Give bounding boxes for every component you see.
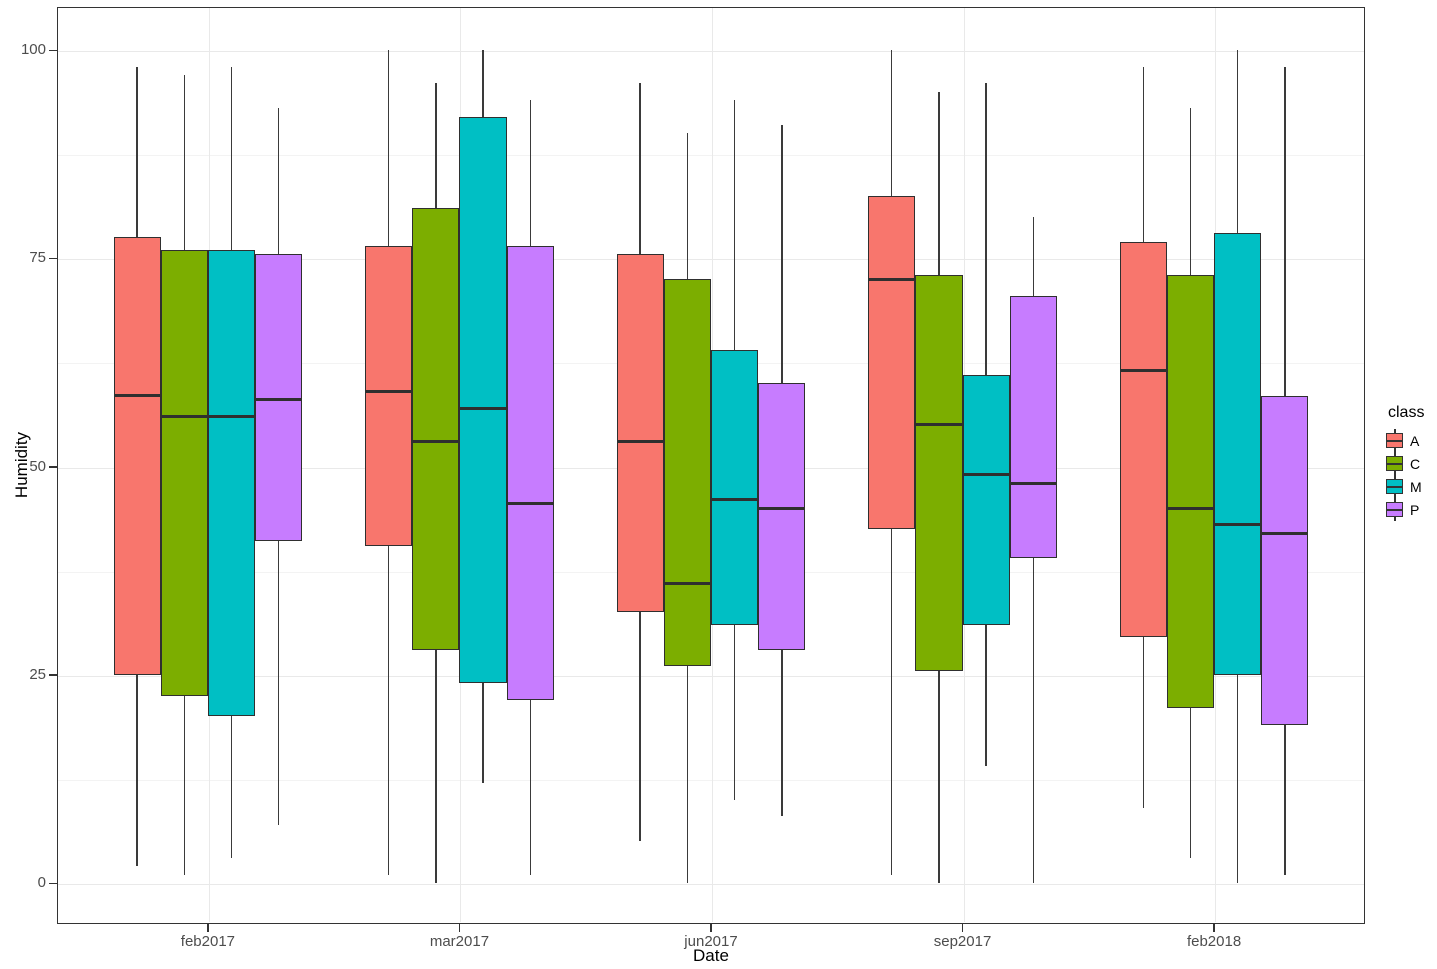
- y-tick-label: 25: [29, 665, 46, 683]
- y-tick-label: 100: [20, 41, 46, 58]
- x-tick-label: sep2017: [933, 933, 992, 950]
- legend-key-boxplot-glyph: [1386, 475, 1403, 498]
- legend-key-median: [1386, 462, 1403, 465]
- gridline-major-horizontal: [58, 51, 1364, 52]
- y-tick-label: 0: [37, 874, 46, 891]
- legend-key-boxplot-glyph: [1386, 498, 1403, 521]
- legend-entry-M: M: [1386, 475, 1424, 498]
- gridline-major-vertical: [963, 8, 965, 922]
- x-tick-label: feb2017: [180, 933, 236, 950]
- x-tick-label: feb2018: [1186, 933, 1242, 950]
- legend-label: C: [1410, 455, 1421, 472]
- gridline-major-horizontal: [58, 675, 1364, 677]
- x-axis-title: Date: [693, 946, 729, 965]
- y-axis-tick: [49, 49, 57, 51]
- legend-key-median: [1386, 485, 1403, 488]
- gridline-major-horizontal: [58, 467, 1364, 469]
- gridline-minor-horizontal: [58, 779, 1364, 781]
- legend-key-boxplot-glyph: [1386, 429, 1403, 452]
- legend-title: class: [1388, 404, 1425, 421]
- legend-key-median: [1386, 439, 1403, 442]
- gridline-major-horizontal: [58, 884, 1364, 885]
- y-axis-tick: [49, 257, 57, 260]
- gridline-minor-horizontal: [58, 155, 1364, 157]
- legend-entry-A: A: [1386, 429, 1424, 452]
- y-axis-tick: [49, 882, 57, 884]
- x-axis-tick: [961, 924, 964, 932]
- gridline-major-vertical: [208, 8, 210, 922]
- plot-panel: [57, 7, 1365, 924]
- y-axis-tick: [49, 674, 57, 676]
- legend-label: A: [1410, 432, 1420, 449]
- gridline-minor-horizontal: [58, 571, 1364, 573]
- legend-entry-C: C: [1386, 452, 1424, 475]
- legend-entry-P: P: [1386, 498, 1424, 521]
- x-axis-tick: [1213, 924, 1215, 932]
- gridline-major-vertical: [712, 8, 713, 922]
- y-axis-tick: [49, 466, 57, 468]
- gridline-major-vertical: [460, 8, 462, 922]
- x-tick-label: mar2017: [429, 933, 490, 950]
- y-axis-title: Humidity: [12, 431, 31, 499]
- gridline-major-horizontal: [58, 259, 1364, 261]
- gridline-minor-horizontal: [58, 363, 1364, 365]
- x-axis-tick: [207, 924, 209, 932]
- legend-label: P: [1410, 501, 1420, 518]
- y-tick-label: 75: [29, 249, 46, 267]
- x-axis-tick: [710, 924, 712, 932]
- legend-key-median: [1386, 508, 1403, 511]
- legend-label: M: [1410, 478, 1422, 495]
- x-axis-tick: [458, 924, 461, 932]
- legend-key-boxplot-glyph: [1386, 452, 1403, 475]
- gridline-major-vertical: [1215, 8, 1217, 922]
